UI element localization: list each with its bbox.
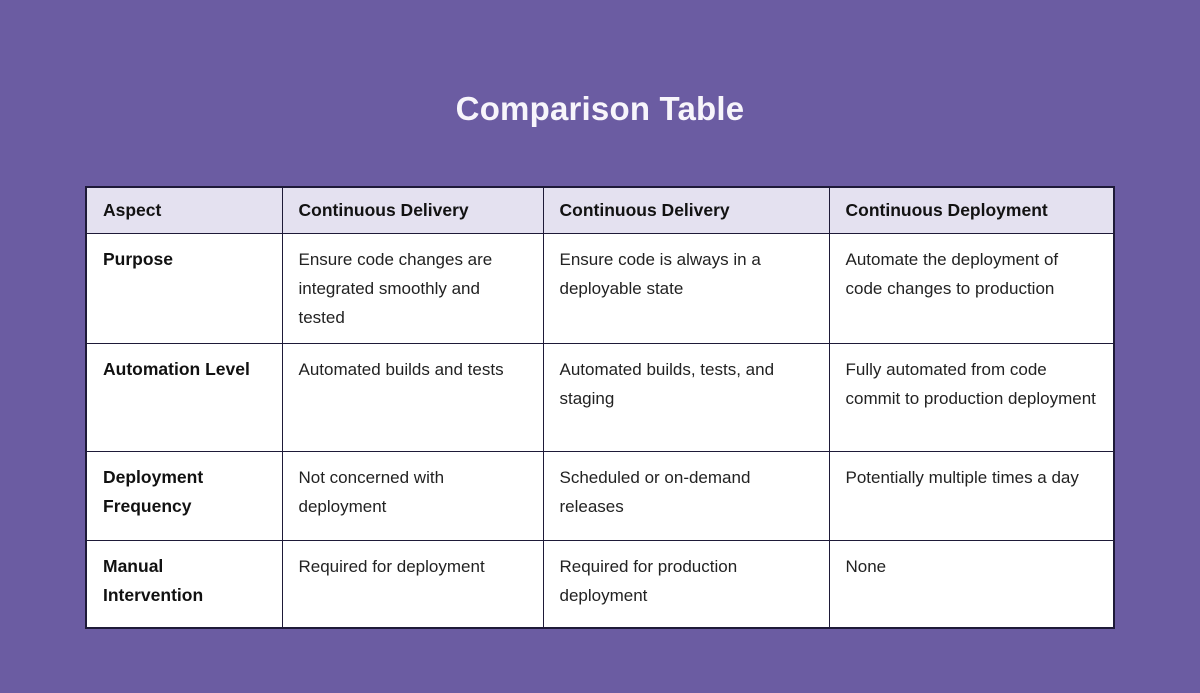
aspect-cell: Manual Intervention	[85, 539, 283, 629]
table-row-deployment-frequency: Deployment Frequency Not concerned with …	[85, 450, 1115, 541]
comparison-table: Aspect Continuous Delivery Continuous De…	[85, 186, 1115, 629]
page-title: Comparison Table	[455, 90, 745, 127]
aspect-cell: Purpose	[85, 232, 283, 344]
data-cell: Required for production deployment	[542, 539, 830, 629]
table-header-row: Aspect Continuous Delivery Continuous De…	[85, 186, 1115, 234]
aspect-cell: Deployment Frequency	[85, 450, 283, 541]
table-row-purpose: Purpose Ensure code changes are integrat…	[85, 232, 1115, 344]
data-cell: Automated builds and tests	[281, 342, 544, 452]
data-cell: Ensure code is always in a deployable st…	[542, 232, 830, 344]
header-cell-continuous-delivery-1: Continuous Delivery	[281, 186, 544, 234]
data-cell: Potentially multiple times a day	[828, 450, 1115, 541]
data-cell: None	[828, 539, 1115, 629]
aspect-cell: Automation Level	[85, 342, 283, 452]
data-cell: Automate the deployment of code changes …	[828, 232, 1115, 344]
data-cell: Not concerned with deployment	[281, 450, 544, 541]
table-row-automation-level: Automation Level Automated builds and te…	[85, 342, 1115, 452]
data-cell: Ensure code changes are integrated smoot…	[281, 232, 544, 344]
table-row-manual-intervention: Manual Intervention Required for deploym…	[85, 539, 1115, 629]
header-cell-continuous-deployment: Continuous Deployment	[828, 186, 1115, 234]
header-cell-aspect: Aspect	[85, 186, 283, 234]
data-cell: Fully automated from code commit to prod…	[828, 342, 1115, 452]
data-cell: Scheduled or on-demand releases	[542, 450, 830, 541]
data-cell: Required for deployment	[281, 539, 544, 629]
header-cell-continuous-delivery-2: Continuous Delivery	[542, 186, 830, 234]
data-cell: Automated builds, tests, and staging	[542, 342, 830, 452]
